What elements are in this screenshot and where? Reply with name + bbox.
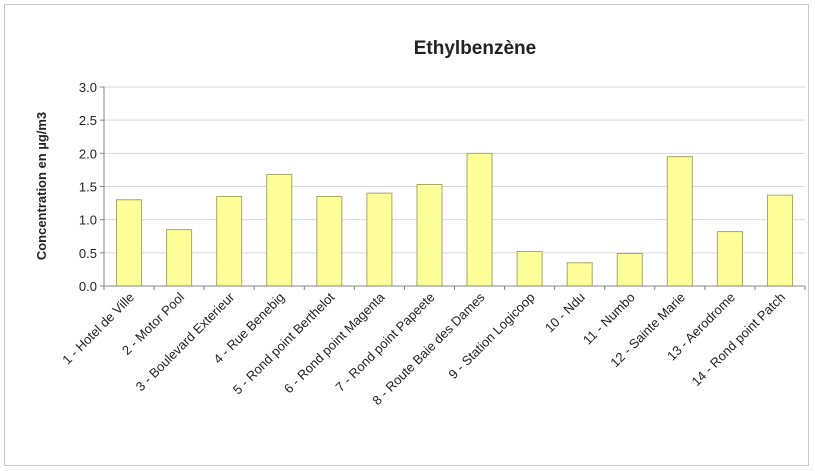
bar xyxy=(616,252,643,287)
x-tick-label: 9 - Station Logicoop xyxy=(445,290,537,382)
y-tick-label: 0.5 xyxy=(79,246,97,261)
bar xyxy=(716,231,743,287)
chart-title: Ethylbenzène xyxy=(414,38,536,59)
x-tick-label: 1 - Hotel de Ville xyxy=(59,290,137,368)
y-tick-label: 2.0 xyxy=(79,146,97,161)
y-tick-labels: 0.0 0.5 1.0 1.5 2.0 2.5 3.0 xyxy=(79,80,97,294)
bar xyxy=(416,184,443,287)
bar xyxy=(216,195,243,287)
bar xyxy=(666,156,693,287)
y-tick-label: 3.0 xyxy=(79,80,97,95)
x-tick-label: 5 - Rond point Berthelot xyxy=(230,289,338,397)
bar xyxy=(566,262,593,287)
bar xyxy=(516,251,543,287)
bar xyxy=(466,152,493,287)
y-axis-label: Concentration en µg/m3 xyxy=(34,112,49,260)
bar xyxy=(316,195,343,287)
y-tick-label: 2.5 xyxy=(79,113,97,128)
x-tick-label: 10 - Ndu xyxy=(542,290,588,336)
bar xyxy=(116,199,143,287)
x-tick-label: 7 - Rond point Papeete xyxy=(332,290,437,395)
bars xyxy=(116,152,793,287)
bar xyxy=(766,194,793,287)
bar xyxy=(266,174,293,287)
bar xyxy=(366,192,393,287)
y-tick-label: 1.0 xyxy=(79,213,97,228)
x-tick-label: 14 - Rond point Patch xyxy=(689,290,789,390)
y-tick-label: 0.0 xyxy=(79,279,97,294)
y-tick-label: 1.5 xyxy=(79,180,97,195)
gridlines xyxy=(104,86,805,254)
x-tick-label: 3 - Boulevard Exterieur xyxy=(133,289,238,394)
x-tick-label: 6 - Rond point Magenta xyxy=(281,289,388,396)
axes xyxy=(100,86,806,290)
bar xyxy=(166,229,193,287)
